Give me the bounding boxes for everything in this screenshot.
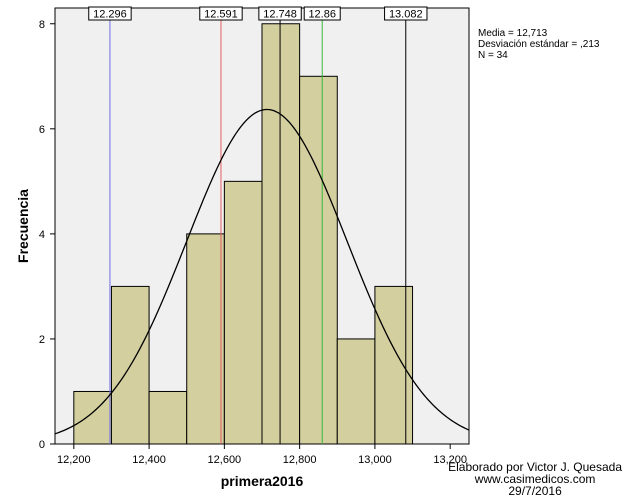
x-tick-label-1: 12,200	[57, 454, 91, 466]
reference-label-box-1	[88, 6, 132, 21]
reference-label-1: 12.296	[93, 9, 127, 21]
author-credit: Elaborado por Victor J. Quesada www.casi…	[448, 461, 622, 497]
normal-curve	[54, 108, 470, 435]
x-tick-label-2: 12,400	[132, 454, 166, 466]
x-tick-label-6: 13,200	[433, 454, 467, 466]
y-tick-label-2: 2	[39, 334, 45, 346]
reference-label-box-5	[384, 6, 428, 21]
mean-stat: Media = 12,713	[478, 28, 548, 39]
reference-label-box-4	[303, 6, 341, 21]
histogram-bar-9	[374, 285, 414, 445]
y-axis-title: Frecuencia	[15, 189, 31, 263]
y-tick-label-5: 8	[39, 19, 45, 31]
x-tick-label-3: 12,600	[208, 454, 242, 466]
credit-author: Elaborado por Victor J. Quesada	[448, 460, 622, 474]
histogram-bars	[73, 23, 414, 445]
credit-website: www.casimedicos.com	[474, 472, 596, 486]
x-tick-label-5: 13,000	[358, 454, 392, 466]
reference-label-2: 12.591	[204, 9, 238, 21]
reference-line-labels: 12.296 12.591 12.748 12.86 13.082	[88, 6, 428, 21]
std-dev-stat: Desviación estándar = ,213	[478, 39, 600, 50]
reference-lines	[109, 8, 407, 444]
x-tick-label-4: 12,800	[283, 454, 317, 466]
summary-statistics: Media = 12,713 Desviación estándar = ,21…	[478, 28, 599, 61]
y-tick-label-1: 0	[39, 439, 45, 451]
reference-label-box-3	[258, 6, 302, 21]
histogram-bar-6	[261, 23, 301, 445]
histogram-bar-7	[299, 75, 338, 445]
reference-label-3: 12.748	[263, 9, 297, 21]
x-axis-title: primera2016	[221, 473, 304, 489]
y-tick-label-4: 6	[39, 124, 45, 136]
credit-date: 29/7/2016	[508, 484, 562, 498]
histogram-bar-4	[186, 233, 225, 445]
histogram-bar-5	[223, 180, 263, 445]
x-axis: 12,200 12,400 12,600 12,800 13,000 13,200	[57, 444, 467, 466]
reference-label-4: 12.86	[308, 9, 336, 21]
y-tick-label-3: 4	[39, 229, 45, 241]
reference-label-box-2	[199, 6, 243, 21]
n-stat: N = 34	[478, 50, 508, 61]
histogram-bar-8	[336, 338, 376, 445]
y-axis: 0 2 4 6 8	[39, 19, 55, 451]
reference-label-5: 13.082	[389, 9, 423, 21]
histogram-bar-3	[148, 390, 188, 445]
